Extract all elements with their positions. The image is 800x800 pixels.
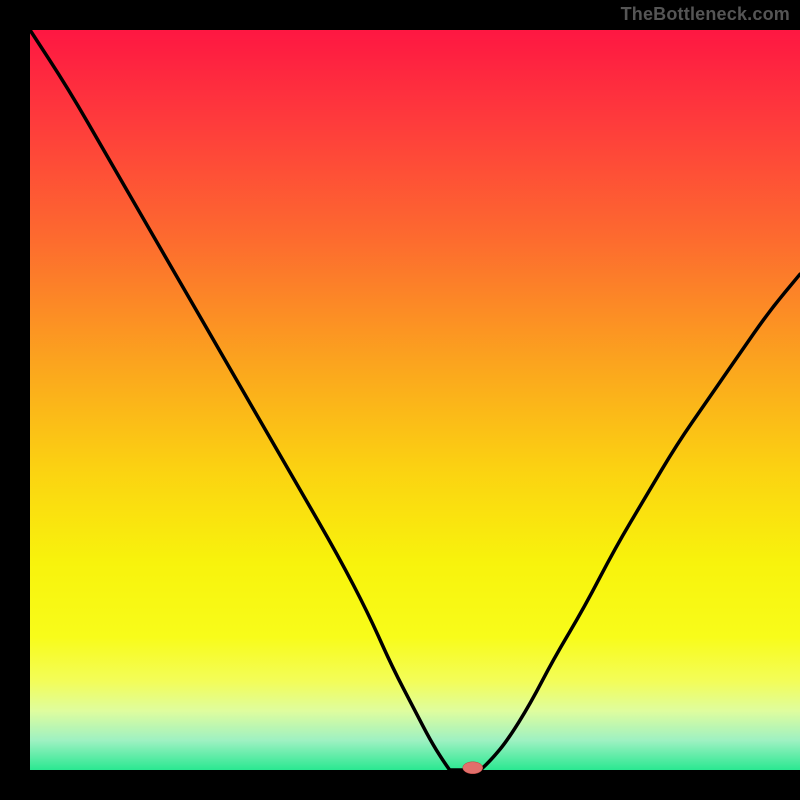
- watermark-text: TheBottleneck.com: [621, 4, 790, 25]
- optimal-marker: [463, 762, 483, 774]
- plot-background: [30, 30, 800, 770]
- gradient-chart: [0, 0, 800, 800]
- chart-container: TheBottleneck.com: [0, 0, 800, 800]
